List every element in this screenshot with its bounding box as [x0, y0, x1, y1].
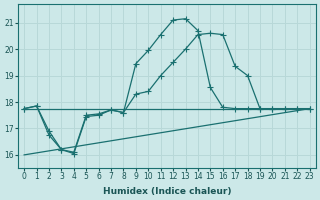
X-axis label: Humidex (Indice chaleur): Humidex (Indice chaleur) [103, 187, 231, 196]
